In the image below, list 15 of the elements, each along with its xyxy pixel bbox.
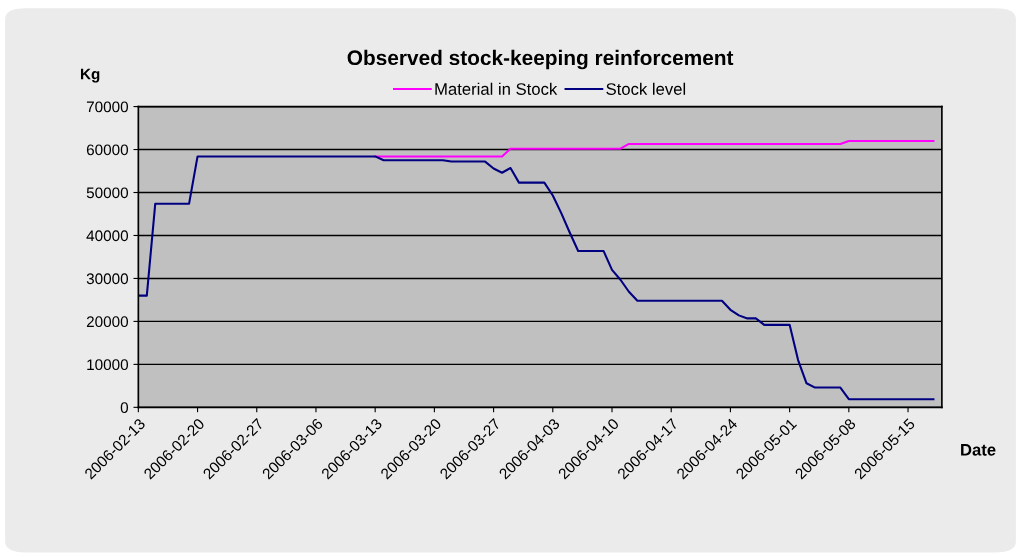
y-tick-label: 30000 xyxy=(86,273,129,285)
y-tick-label: 70000 xyxy=(86,101,129,113)
y-tick-label: 20000 xyxy=(86,316,129,328)
chart-title: Observed stock-keeping reinforcement xyxy=(347,49,734,70)
line-series xyxy=(138,155,935,401)
y-tick-label: 40000 xyxy=(86,230,129,242)
y-tick-label: 0 xyxy=(120,402,129,414)
y-axis-title: Kg xyxy=(80,68,100,83)
x-axis-title: Date xyxy=(961,444,996,456)
legend-label: Stock level xyxy=(606,82,686,95)
y-tick-label: 60000 xyxy=(86,144,129,156)
line-series xyxy=(374,139,935,158)
y-tick-label: 10000 xyxy=(87,359,129,371)
y-tick-label: 50000 xyxy=(86,187,129,199)
legend-label: Material in Stock xyxy=(435,82,558,95)
